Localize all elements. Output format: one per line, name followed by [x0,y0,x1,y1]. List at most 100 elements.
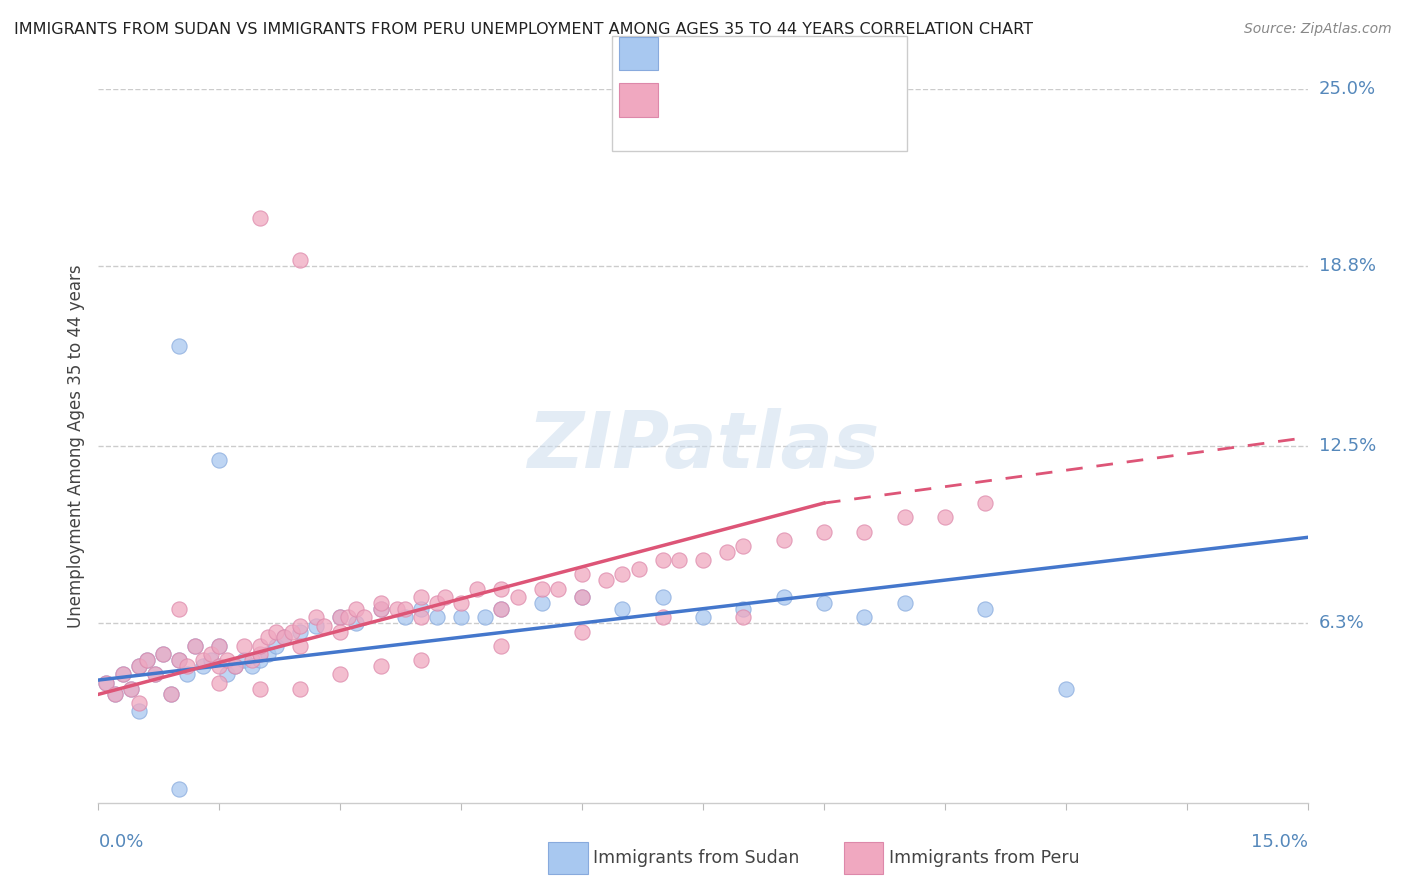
Point [288,681,311,696]
Point [167,653,190,667]
Point [128,658,150,673]
Point [193,658,215,673]
Point [249,681,271,696]
Point [353,610,375,624]
Point [167,339,190,353]
Point [426,596,449,610]
Point [344,615,367,630]
Point [120,681,142,696]
Point [232,639,254,653]
Point [547,582,569,596]
Point [426,610,449,624]
Point [208,676,231,690]
Point [120,681,142,696]
Point [264,624,287,639]
Point [273,630,295,644]
Point [772,591,794,605]
Point [409,601,432,615]
Point [733,610,755,624]
Point [273,630,295,644]
Point [135,653,157,667]
Point [716,544,738,558]
Point [329,624,352,639]
Point [733,601,755,615]
Point [651,610,673,624]
Point [128,705,150,719]
Point [224,658,246,673]
Point [974,601,997,615]
Point [394,610,416,624]
Point [337,610,360,624]
Point [288,639,311,653]
Text: Immigrants from Sudan: Immigrants from Sudan [593,849,800,867]
Point [314,619,336,633]
Point [893,510,915,524]
Point [668,553,690,567]
Point [733,539,755,553]
Point [103,687,125,701]
Point [249,648,271,662]
Point [249,639,271,653]
Point [208,453,231,467]
Point [249,211,271,225]
Point [176,658,198,673]
Point [506,591,529,605]
Text: Immigrants from Peru: Immigrants from Peru [889,849,1080,867]
Point [772,533,794,548]
Point [240,658,263,673]
Point [651,553,673,567]
Point [305,610,328,624]
Text: 15.0%: 15.0% [1250,833,1308,851]
Point [288,624,311,639]
Point [595,573,617,587]
Text: IMMIGRANTS FROM SUDAN VS IMMIGRANTS FROM PERU UNEMPLOYMENT AMONG AGES 35 TO 44 Y: IMMIGRANTS FROM SUDAN VS IMMIGRANTS FROM… [14,22,1033,37]
Point [329,667,352,681]
Point [571,591,593,605]
Point [152,648,174,662]
Point [491,582,513,596]
Point [465,582,488,596]
Point [224,658,246,673]
Point [370,596,392,610]
Point [288,253,311,268]
Point [370,601,392,615]
Point [184,639,207,653]
Point [1054,681,1077,696]
Point [256,648,278,662]
Point [200,648,222,662]
Point [370,658,392,673]
Point [530,582,553,596]
Point [692,610,714,624]
Point [409,591,432,605]
Text: Source: ZipAtlas.com: Source: ZipAtlas.com [1244,22,1392,37]
Point [612,601,634,615]
Text: R =  0.163: R = 0.163 [666,44,780,63]
Point [264,639,287,653]
Point [200,653,222,667]
Point [176,667,198,681]
Point [96,676,118,690]
Point [409,610,432,624]
Point [651,591,673,605]
Point [571,624,593,639]
Point [571,567,593,582]
Text: N = 80: N = 80 [776,90,849,110]
Point [256,630,278,644]
Point [491,601,513,615]
Text: 6.3%: 6.3% [1319,614,1364,632]
Point [450,610,472,624]
Point [813,596,835,610]
Text: ZIPatlas: ZIPatlas [527,408,879,484]
Point [160,687,183,701]
Point [571,591,593,605]
Point [344,601,367,615]
Point [474,610,496,624]
Point [111,667,134,681]
Y-axis label: Unemployment Among Ages 35 to 44 years: Unemployment Among Ages 35 to 44 years [66,264,84,628]
Point [184,639,207,653]
Point [434,591,457,605]
Point [208,658,231,673]
Point [530,596,553,610]
Point [143,667,166,681]
Point [193,653,215,667]
